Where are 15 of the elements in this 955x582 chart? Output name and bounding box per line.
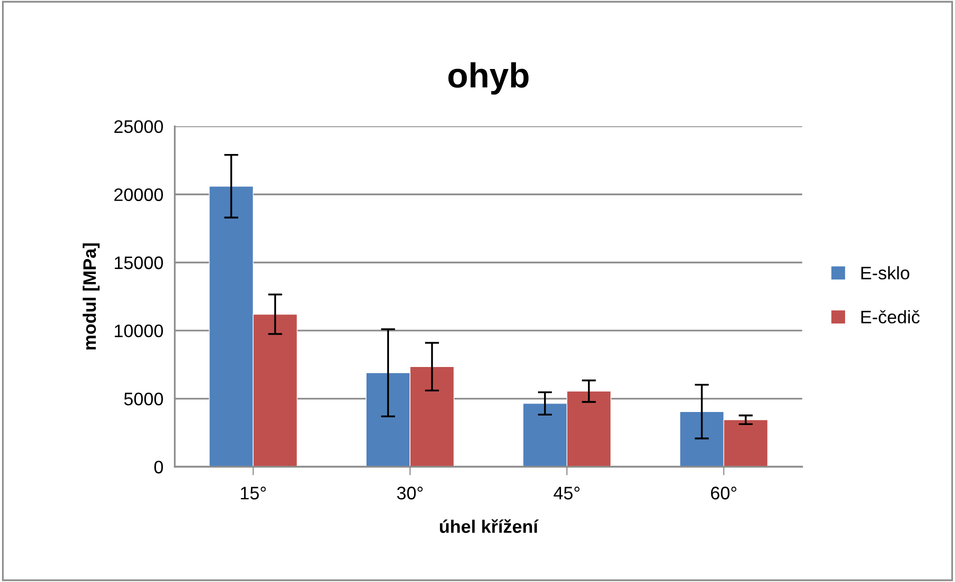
y-tick-label: 15000 [114,256,163,270]
x-tick-label: 30° [397,486,423,500]
y-tick-label: 5000 [124,392,163,406]
x-tick-label: 60° [711,486,736,500]
x-tick-label: 45° [554,486,580,500]
legend-label: E-sklo [861,266,910,280]
chart-title: ohyb [448,62,529,95]
y-tick-label: 20000 [114,188,163,202]
y-tick-label: 10000 [114,324,163,338]
y-axis-title: modul [MPa] [82,243,100,350]
y-tick-label: 25000 [114,120,163,134]
x-axis-title: úhel křížení [440,519,539,533]
legend-label: E-čedič [861,310,920,324]
y-tick-label: 0 [154,460,163,474]
x-tick-label: 15° [240,486,266,500]
